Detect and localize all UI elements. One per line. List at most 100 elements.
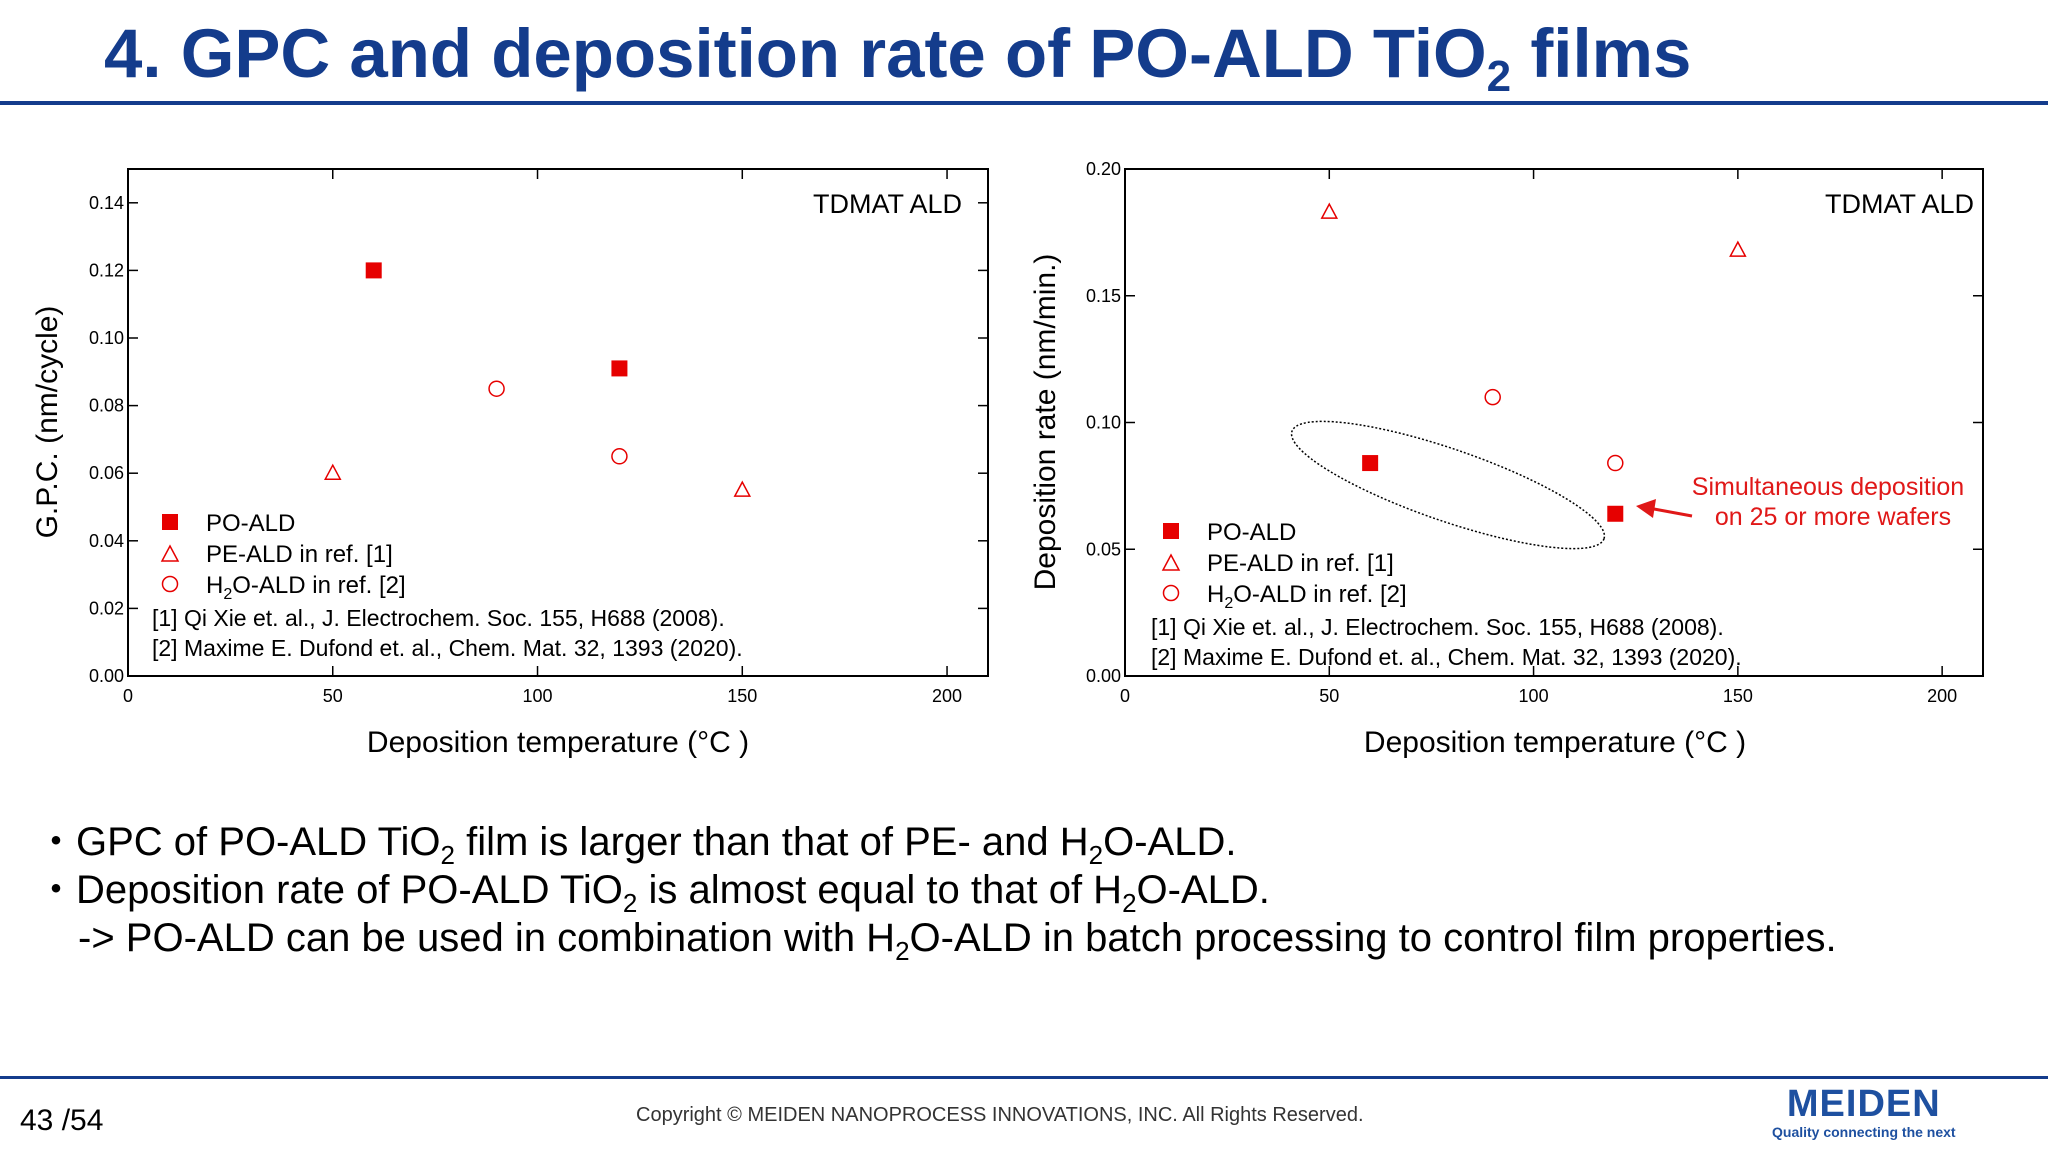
x-tick-label: 200 [932,686,962,706]
annotation: Simultaneous deposition on 25 or more wa… [1636,473,1964,531]
legend-h2o-ald: H2O-ALD in ref. [2] [1207,581,1407,612]
x-tick-label: 50 [1319,686,1339,706]
bullet-1-sub-a: 2 [440,840,455,870]
bullet-3-text-a: -> PO-ALD can be used in combination wit… [78,916,896,960]
pe-ald-point [1729,240,1747,257]
y-tick-label: 0.10 [1086,413,1121,433]
page-total: /54 [61,1104,104,1137]
y-tick-label: 0.12 [89,260,124,280]
legend-triangle-icon [1161,553,1181,571]
po-ald-point [365,262,382,279]
y-tick-label: 0.00 [89,666,124,686]
pe-ald-point [324,463,342,480]
pe-ald-point [1320,202,1339,219]
h2o-ald-point [611,448,628,465]
reference-1: [1] Qi Xie et. al., J. Electrochem. Soc.… [1151,614,1724,640]
pe-ald-point [733,480,752,497]
y-tick-label: 0.06 [89,463,124,483]
annotation-arrow-shaft [1653,507,1693,518]
po-ald-point [1362,455,1379,472]
rate-x-axis-label: Deposition temperature (°C ) [1364,726,1746,759]
legend-h2o-prefix: H [1207,581,1224,608]
bullet-3: -> PO-ALD can be used in combination wit… [36,914,1837,964]
x-tick-label: 50 [323,686,343,706]
logo-brand: MEIDEN [1786,1083,1941,1125]
bullet-1-sub-b: 2 [1088,840,1104,870]
legend-pe-ald: PE-ALD in ref. [1] [206,541,393,568]
bullet-2-text-a: ・Deposition rate of PO-ALD TiO [36,868,623,912]
x-tick-label: 150 [727,686,757,706]
logo-tagline: Quality connecting the next [1772,1124,1956,1140]
x-tick-label: 0 [123,686,133,706]
bullet-1-text-b: film is larger than that of PE- and H [455,820,1089,864]
legend-po-ald: PO-ALD [206,510,295,537]
legend-h2o-suffix: O-ALD in ref. [2] [232,572,405,599]
title-underline [0,101,2048,105]
legend-square-icon [1163,523,1179,539]
bullet-1: ・GPC of PO-ALD TiO2 film is larger than … [36,818,1837,868]
y-tick-label: 0.10 [89,328,124,348]
bullet-1-text-a: ・GPC of PO-ALD TiO [36,820,441,864]
y-tick-label: 0.05 [1086,539,1121,559]
gpc-chart: 0 50 100 150 200 0.00 0.02 0.04 0.06 0.08 0.10 0.12… [31,168,989,759]
reference-2: [2] Maxime E. Dufond et. al., Chem. Mat.… [152,635,743,661]
x-tick-label: 150 [1723,686,1753,706]
legend-pe-ald: PE-ALD in ref. [1] [1207,550,1394,577]
h2o-ald-point [1607,454,1624,472]
y-tick-label: 0.02 [89,598,124,618]
bullet-2-sub-a: 2 [622,888,638,918]
y-tick-label: 0.08 [89,396,124,416]
bullet-3-text-b: O-ALD in batch processing to control fil… [909,916,1837,960]
legend-triangle-icon [160,544,180,562]
bullet-1-text-c: O-ALD. [1103,820,1237,864]
footer-rule [0,1076,2048,1079]
reference-2: [2] Maxime E. Dufond et. al., Chem. Mat.… [1151,644,1742,670]
slide-title: 4. GPC and deposition rate of PO-ALD TiO… [104,14,1691,99]
legend-h2o-subscript: 2 [223,586,232,603]
annotation-arrow-head [1636,499,1656,518]
bullet-2-text-c: O-ALD. [1136,868,1270,912]
legend-square-icon [162,514,178,530]
po-ald-point [1607,505,1624,522]
y-tick-label: 0.00 [1086,666,1121,686]
legend-h2o-prefix: H [206,572,223,599]
reference-1: [1] Qi Xie et. al., J. Electrochem. Soc.… [152,605,725,631]
gpc-ticks [127,169,988,677]
copyright-text: Copyright © MEIDEN NANOPROCESS INNOVATIO… [636,1104,1364,1126]
gpc-markers [324,262,752,497]
gpc-plot-frame [127,168,989,677]
rate-corner-label: TDMAT ALD [1825,189,1974,219]
y-tick-label: 0.15 [1086,286,1121,306]
bullet-2: ・Deposition rate of PO-ALD TiO2 is almos… [36,866,1837,916]
rate-tick-labels: 0 50 100 150 200 0.00 0.05 0.10 0.15 0.20 [1086,159,1957,706]
h2o-ald-point [1484,388,1501,406]
legend-circle-icon [1162,584,1180,602]
x-tick-label: 0 [1120,686,1130,706]
bullet-3-sub-a: 2 [895,936,910,966]
deposition-rate-chart: 0 50 100 150 200 0.00 0.05 0.10 0.15 0.20 TDMAT A… [1029,159,1984,759]
gpc-tick-labels: 0 50 100 150 200 0.00 0.02 0.04 0.06 0.08 0.10 0.12… [89,193,962,706]
legend-h2o-subscript: 2 [1224,595,1233,612]
page-indicator: 43 /54 [20,1104,103,1138]
title-main: 4. GPC and deposition rate of PO-ALD TiO [104,15,1487,92]
rate-y-axis-label: Deposition rate (nm/min.) [1029,254,1062,591]
rate-ticks [1124,168,1983,677]
summary-bullets: ・GPC of PO-ALD TiO2 film is larger than … [36,818,1837,964]
h2o-ald-point [488,380,505,397]
highlight-ellipse [1290,420,1606,550]
po-ald-point [611,360,628,377]
rate-markers [1320,202,1747,522]
y-tick-label: 0.04 [89,531,124,551]
legend-circle-icon [161,575,179,593]
legend-h2o-suffix: O-ALD in ref. [2] [1233,581,1406,608]
y-tick-label: 0.20 [1086,159,1121,179]
bullet-2-sub-b: 2 [1122,888,1137,918]
annotation-line-2: on 25 or more wafers [1715,503,1951,531]
x-tick-label: 100 [1519,686,1549,706]
bullet-2-text-b: is almost equal to that of H [637,868,1123,912]
legend-h2o-ald: H2O-ALD in ref. [2] [206,572,406,603]
page-number: 43 [20,1104,54,1137]
rate-legend: PO-ALD PE-ALD in ref. [1] H2O-ALD in ref… [1151,519,1742,670]
gpc-y-axis-label: G.P.C. (nm/cycle) [31,306,64,539]
annotation-line-1: Simultaneous deposition [1692,473,1964,501]
